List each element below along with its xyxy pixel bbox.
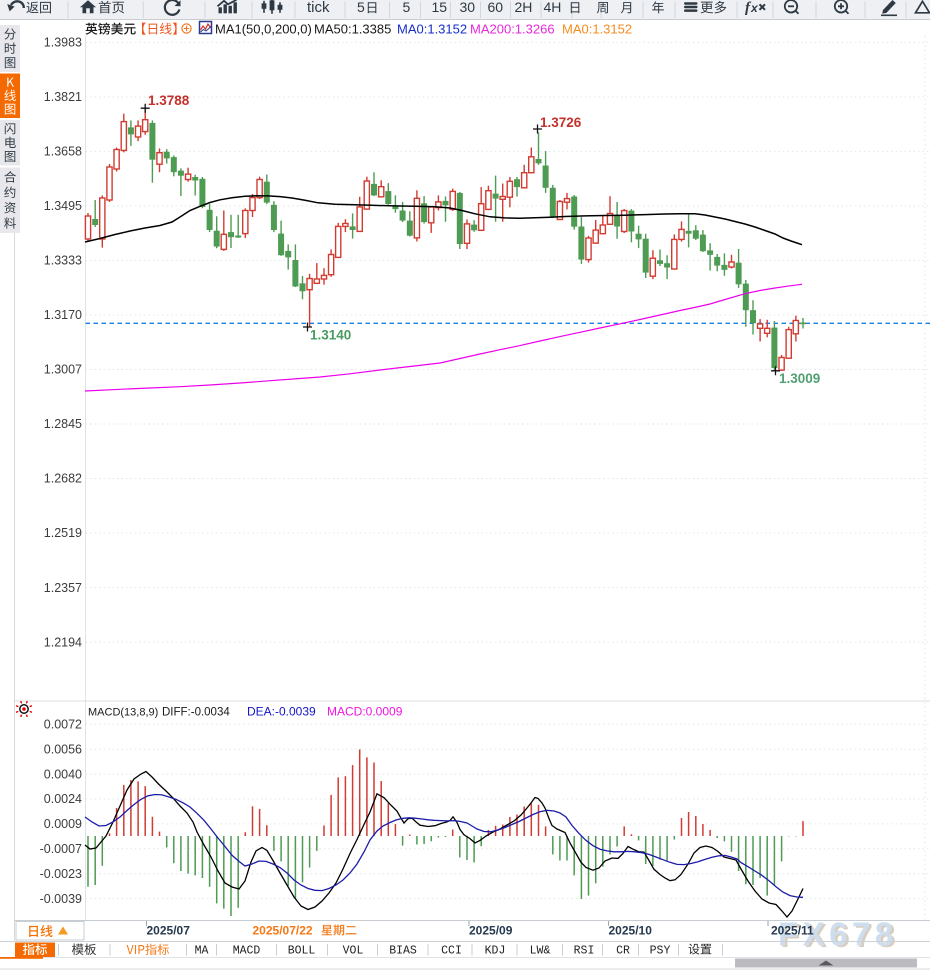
svg-text:2H: 2H (515, 0, 533, 15)
svg-text:FX678: FX678 (778, 916, 898, 953)
svg-text:MA50:1.3385: MA50:1.3385 (314, 22, 391, 37)
svg-text:1.2682: 1.2682 (44, 472, 82, 486)
svg-text:1.3788: 1.3788 (148, 93, 190, 108)
svg-text:1.3009: 1.3009 (779, 371, 820, 386)
svg-text:1.3170: 1.3170 (44, 308, 82, 322)
svg-text:BOLL: BOLL (288, 945, 316, 958)
svg-text:tick: tick (307, 0, 330, 16)
svg-text:DEA:-0.0039: DEA:-0.0039 (247, 705, 316, 719)
svg-text:BIAS: BIAS (389, 945, 417, 958)
svg-text:MA1(50,0,200,0): MA1(50,0,200,0) (215, 22, 312, 37)
svg-text:RSI: RSI (574, 945, 595, 958)
svg-text:1.2194: 1.2194 (44, 635, 82, 649)
svg-text:2025/07/22: 2025/07/22 (253, 924, 313, 938)
svg-text:0.0056: 0.0056 (44, 742, 82, 756)
svg-text:15: 15 (432, 0, 448, 15)
svg-text:MACD: MACD (233, 945, 261, 958)
svg-text:MA0:1.3152: MA0:1.3152 (562, 22, 632, 37)
svg-text:0.0072: 0.0072 (44, 718, 82, 732)
svg-text:0.0040: 0.0040 (44, 767, 82, 781)
svg-text:MACD:0.0009: MACD:0.0009 (327, 705, 403, 719)
svg-text:1.2519: 1.2519 (44, 526, 82, 540)
svg-text:CCI: CCI (441, 945, 462, 958)
svg-text:MACD(13,8,9): MACD(13,8,9) (88, 707, 158, 719)
svg-text:LW&: LW& (530, 945, 551, 958)
svg-text:1.3007: 1.3007 (44, 363, 82, 377)
svg-text:-0.0039: -0.0039 (40, 892, 82, 906)
svg-text:5: 5 (357, 0, 365, 15)
svg-text:4H: 4H (544, 0, 562, 15)
svg-text:2025/07: 2025/07 (147, 924, 191, 938)
svg-text:1.3726: 1.3726 (540, 115, 582, 130)
svg-text:CR: CR (616, 945, 630, 958)
svg-text:x: x (750, 1, 759, 15)
svg-text:2025/11: 2025/11 (771, 924, 814, 938)
svg-text:1.3983: 1.3983 (44, 36, 82, 50)
svg-text:1.3333: 1.3333 (44, 254, 82, 268)
svg-text:60: 60 (488, 0, 504, 15)
svg-text:0.0009: 0.0009 (44, 817, 82, 831)
svg-text:KDJ: KDJ (485, 945, 506, 958)
svg-text:MA200:1.3266: MA200:1.3266 (470, 22, 555, 37)
svg-text:VOL: VOL (343, 945, 364, 958)
svg-text:1.3140: 1.3140 (310, 328, 351, 343)
svg-text:1.3821: 1.3821 (44, 90, 82, 104)
svg-text:1.2845: 1.2845 (44, 417, 82, 431)
svg-text:DIFF:-0.0034: DIFF:-0.0034 (162, 707, 230, 719)
svg-text:5: 5 (403, 0, 411, 15)
svg-text:2025/09: 2025/09 (469, 924, 513, 938)
svg-text:-0.0007: -0.0007 (40, 842, 82, 856)
svg-text:PSY: PSY (650, 945, 671, 958)
svg-text:30: 30 (460, 0, 476, 15)
svg-text:1.2357: 1.2357 (44, 581, 82, 595)
svg-text:MA: MA (195, 945, 209, 958)
svg-text:0.0024: 0.0024 (44, 792, 82, 806)
svg-text:1.3658: 1.3658 (44, 145, 82, 159)
svg-text:MA0:1.3152: MA0:1.3152 (397, 22, 467, 37)
svg-text:f: f (745, 0, 752, 16)
svg-text:2025/10: 2025/10 (609, 924, 653, 938)
svg-text:1.3495: 1.3495 (44, 199, 82, 213)
svg-text:-0.0023: -0.0023 (40, 867, 82, 881)
svg-text:FX678: FX678 (781, 917, 901, 954)
